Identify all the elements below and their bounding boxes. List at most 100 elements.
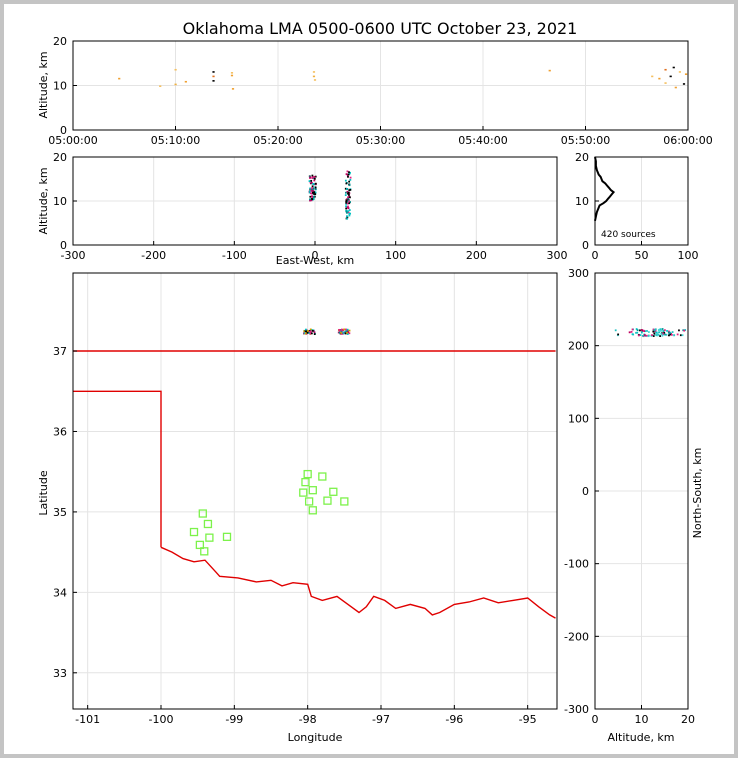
ew-source-point <box>311 176 314 179</box>
chart-title: Oklahoma LMA 0500-0600 UTC October 23, 2… <box>183 19 578 38</box>
time-source-point <box>672 66 675 69</box>
ns-source-point <box>647 331 650 333</box>
plan-source-point <box>343 328 345 331</box>
plan-source-point <box>348 329 351 332</box>
time-source-point <box>212 80 215 82</box>
ew-source-point <box>348 214 351 217</box>
ew-source-point <box>311 190 314 193</box>
ns-source-point <box>661 328 664 330</box>
plan-source-point <box>346 328 349 331</box>
ns-source-point <box>658 331 661 334</box>
ew-source-point <box>347 173 350 176</box>
ns-source-point <box>657 331 660 334</box>
ns-source-point <box>635 331 637 334</box>
ew-source-point <box>312 195 315 198</box>
ew-source-point <box>349 201 351 203</box>
plan-source-point <box>346 331 348 334</box>
ew-source-point <box>311 196 314 199</box>
ns-source-point <box>645 334 648 337</box>
ew-source-point <box>313 176 316 178</box>
ew-source-point <box>346 216 349 219</box>
ew-source-point <box>308 190 311 193</box>
ns-source-point <box>664 333 667 336</box>
ns-source-point <box>665 333 668 336</box>
map-layer <box>73 273 557 709</box>
plan-source-point <box>341 330 343 332</box>
data-layer <box>118 66 688 556</box>
plan-source-point <box>338 328 341 331</box>
ns-source-point <box>670 333 673 336</box>
county-line <box>392 273 393 351</box>
ew-xlabel: East-West, km <box>276 254 354 267</box>
time-source-point <box>159 85 162 87</box>
time-x-tick-label: 06:00:00 <box>663 134 712 147</box>
ew-source-point <box>312 187 314 190</box>
county-line <box>315 592 317 709</box>
lma-station-marker <box>200 547 209 556</box>
ns-source-point <box>639 334 642 336</box>
histogram-frame <box>594 156 689 246</box>
time-source-point <box>230 74 234 77</box>
plan-x-tick-label: -99 <box>225 713 243 726</box>
plan-x-tick-label: -100 <box>149 713 174 726</box>
lma-station-marker <box>303 469 312 479</box>
ns-x-tick-label: 10 <box>635 713 649 726</box>
time-source-point <box>548 69 551 72</box>
ns-source-point <box>676 333 679 336</box>
ew-source-point <box>311 187 314 189</box>
ns-source-point <box>667 331 670 334</box>
ew-x-tick-label: 200 <box>466 249 487 262</box>
ns-source-point <box>662 329 665 332</box>
ew-source-point <box>311 185 314 188</box>
plan-source-point <box>346 329 349 332</box>
ew-source-point <box>313 195 316 198</box>
plan-source-point <box>340 328 343 331</box>
ew-source-point <box>346 190 349 193</box>
plan-view-frame <box>72 272 558 710</box>
county-line <box>161 451 557 452</box>
ns-source-point <box>664 329 666 332</box>
ew-source-point <box>309 187 312 190</box>
red-river-border <box>160 546 556 619</box>
lma-station-marker <box>189 527 199 537</box>
ns-y-tick-label: 0 <box>582 485 589 498</box>
ns-source-point <box>631 333 634 336</box>
ns-source-point <box>679 334 682 337</box>
time-x-tick-label: 05:50:00 <box>561 134 610 147</box>
ew-source-point <box>344 191 347 194</box>
ns-source-point <box>642 329 645 332</box>
ew-source-point <box>346 211 348 214</box>
ew-source-point <box>310 192 312 195</box>
county-line <box>278 592 282 709</box>
lma-station-marker <box>222 532 232 542</box>
hist-y-tick-label: 20 <box>575 151 589 164</box>
ew-source-point <box>344 187 347 190</box>
county-line <box>534 273 535 351</box>
time-y-tick-label: 10 <box>53 80 67 93</box>
ns-ylabel: North-South, km <box>691 448 704 539</box>
plan-source-point <box>344 332 347 335</box>
ew-source-point <box>348 189 351 192</box>
ew-source-point <box>311 174 314 177</box>
hist-x-tick-label: 0 <box>592 249 599 262</box>
ew-source-point <box>314 187 317 190</box>
time-x-tick-label: 05:30:00 <box>356 134 405 147</box>
plan-source-point <box>347 331 350 333</box>
ew-source-point <box>311 198 314 201</box>
plan-source-point <box>309 328 312 331</box>
ew-source-point <box>345 203 348 205</box>
ns-source-point <box>652 328 655 331</box>
ew-source-point <box>348 184 351 187</box>
ns-source-point <box>678 329 680 332</box>
ns-y-tick-label: 100 <box>568 412 589 425</box>
ew-source-point <box>349 188 352 191</box>
hist-y-tick-label: 0 <box>582 239 589 252</box>
plan-source-point <box>340 331 342 334</box>
ns-source-point <box>660 329 662 332</box>
time-altitude-frame <box>72 40 689 131</box>
plan-source-point <box>345 328 347 331</box>
ns-source-point <box>653 332 656 335</box>
ew-source-point <box>311 191 314 194</box>
time-source-point <box>174 83 177 86</box>
ew-source-point <box>310 182 312 185</box>
